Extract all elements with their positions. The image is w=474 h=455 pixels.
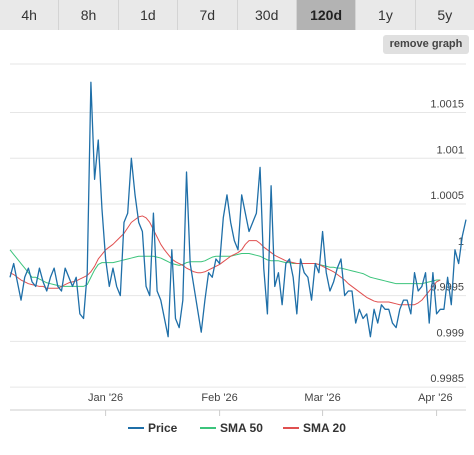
x-tick-label: Apr '26: [418, 392, 453, 404]
x-tick-label: Feb '26: [201, 392, 237, 404]
series-line-sma-20: [9, 215, 441, 306]
y-tick-label: 1.001: [436, 144, 464, 156]
series-lines: [9, 81, 467, 338]
legend-label[interactable]: SMA 20: [303, 421, 346, 435]
x-axis-ticks: Jan '26 Feb '26 Mar '26 Apr '26: [88, 392, 453, 416]
series-line-price: [9, 81, 467, 338]
legend: Price SMA 50 SMA 20: [128, 421, 346, 435]
tab-1y[interactable]: 1y: [356, 0, 416, 30]
y-tick-label: 1.0015: [430, 99, 464, 111]
tab-8h[interactable]: 8h: [59, 0, 119, 30]
tab-1d[interactable]: 1d: [118, 0, 179, 30]
x-tick-label: Mar '26: [304, 392, 340, 404]
y-tick-label: 1.0005: [430, 190, 464, 202]
series-line-sma-50: [9, 249, 441, 287]
y-tick-label: 0.9995: [430, 282, 464, 294]
tab-5y[interactable]: 5y: [415, 0, 474, 30]
legend-label[interactable]: Price: [148, 421, 178, 435]
tab-30d[interactable]: 30d: [237, 0, 297, 30]
timeframe-tabs: 4h 8h 1d 7d 30d 120d 1y 5y: [0, 0, 474, 30]
y-tick-label: 0.999: [436, 327, 464, 339]
tab-7d[interactable]: 7d: [178, 0, 238, 30]
tab-120d[interactable]: 120d: [296, 0, 357, 30]
tab-4h[interactable]: 4h: [0, 0, 60, 30]
x-tick-label: Jan '26: [88, 392, 123, 404]
grid-lines: [10, 63, 466, 411]
y-tick-label: 0.9985: [430, 373, 464, 385]
legend-label[interactable]: SMA 50: [220, 421, 263, 435]
remove-graph-button[interactable]: remove graph: [383, 35, 469, 54]
